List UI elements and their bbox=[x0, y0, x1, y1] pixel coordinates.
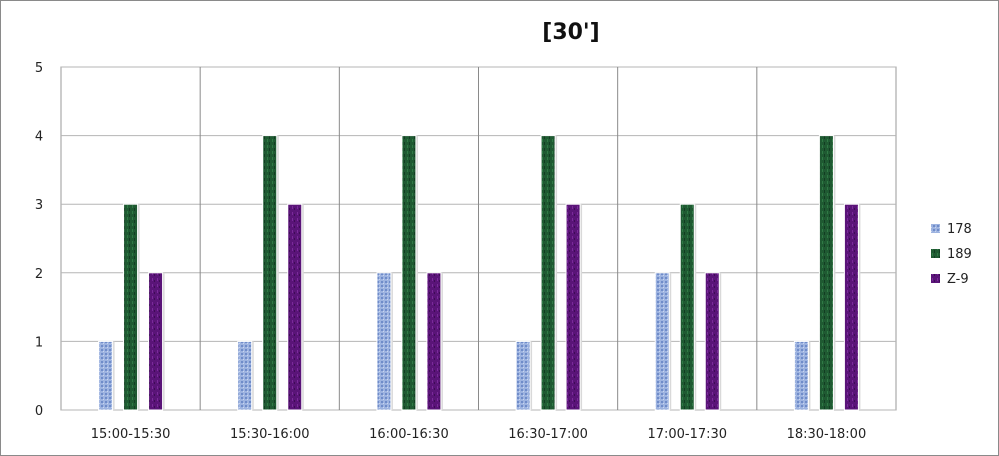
chart-title: [30'] bbox=[542, 20, 599, 45]
x-tick-label: 17:00-17:30 bbox=[647, 427, 727, 442]
bar-178-0 bbox=[98, 340, 114, 411]
bar-178-4 bbox=[654, 272, 670, 411]
bar-178-5 bbox=[793, 340, 809, 411]
bar-189-2 bbox=[401, 135, 417, 411]
legend-swatch-189 bbox=[931, 249, 940, 258]
bar-z-9-4 bbox=[704, 272, 720, 411]
bar-178-3 bbox=[515, 340, 531, 411]
y-tick-label: 2 bbox=[35, 267, 43, 282]
bar-189-1 bbox=[262, 135, 278, 411]
x-axis-ticks: 15:00-15:30 15:30-16:00 16:00-16:30 16:30-1… bbox=[91, 427, 866, 442]
bar-z-9-0 bbox=[148, 272, 164, 411]
legend: 178 189 Z-9 bbox=[931, 222, 972, 287]
bar-z-9-5 bbox=[843, 203, 859, 411]
x-tick-label: 18:30-18:00 bbox=[787, 427, 867, 442]
y-axis-ticks: 0 1 2 3 4 5 bbox=[35, 61, 43, 419]
bar-189-5 bbox=[818, 135, 834, 411]
legend-label-189: 189 bbox=[947, 247, 972, 262]
x-tick-label: 15:30-16:00 bbox=[230, 427, 310, 442]
y-tick-label: 1 bbox=[35, 335, 43, 350]
bar-z-9-3 bbox=[565, 203, 581, 411]
legend-swatch-z-9 bbox=[931, 274, 940, 283]
y-tick-label: 0 bbox=[35, 404, 43, 419]
bar-z-9-2 bbox=[426, 272, 442, 411]
legend-label-178: 178 bbox=[947, 222, 972, 237]
legend-swatch-178 bbox=[931, 224, 940, 233]
bar-178-2 bbox=[376, 272, 392, 411]
bar-189-4 bbox=[679, 203, 695, 411]
x-tick-label: 15:00-15:30 bbox=[91, 427, 171, 442]
y-tick-label: 4 bbox=[35, 130, 43, 145]
y-tick-label: 5 bbox=[35, 61, 43, 76]
bar-189-0 bbox=[123, 203, 139, 411]
bar-z-9-1 bbox=[287, 203, 303, 411]
bar-178-1 bbox=[237, 340, 253, 411]
bars bbox=[98, 135, 861, 411]
y-tick-label: 3 bbox=[35, 198, 43, 213]
legend-label-z-9: Z-9 bbox=[947, 272, 969, 287]
bar-189-3 bbox=[540, 135, 556, 411]
x-tick-label: 16:00-16:30 bbox=[369, 427, 449, 442]
grid-lines bbox=[60, 66, 897, 411]
x-tick-label: 16:30-17:00 bbox=[508, 427, 588, 442]
